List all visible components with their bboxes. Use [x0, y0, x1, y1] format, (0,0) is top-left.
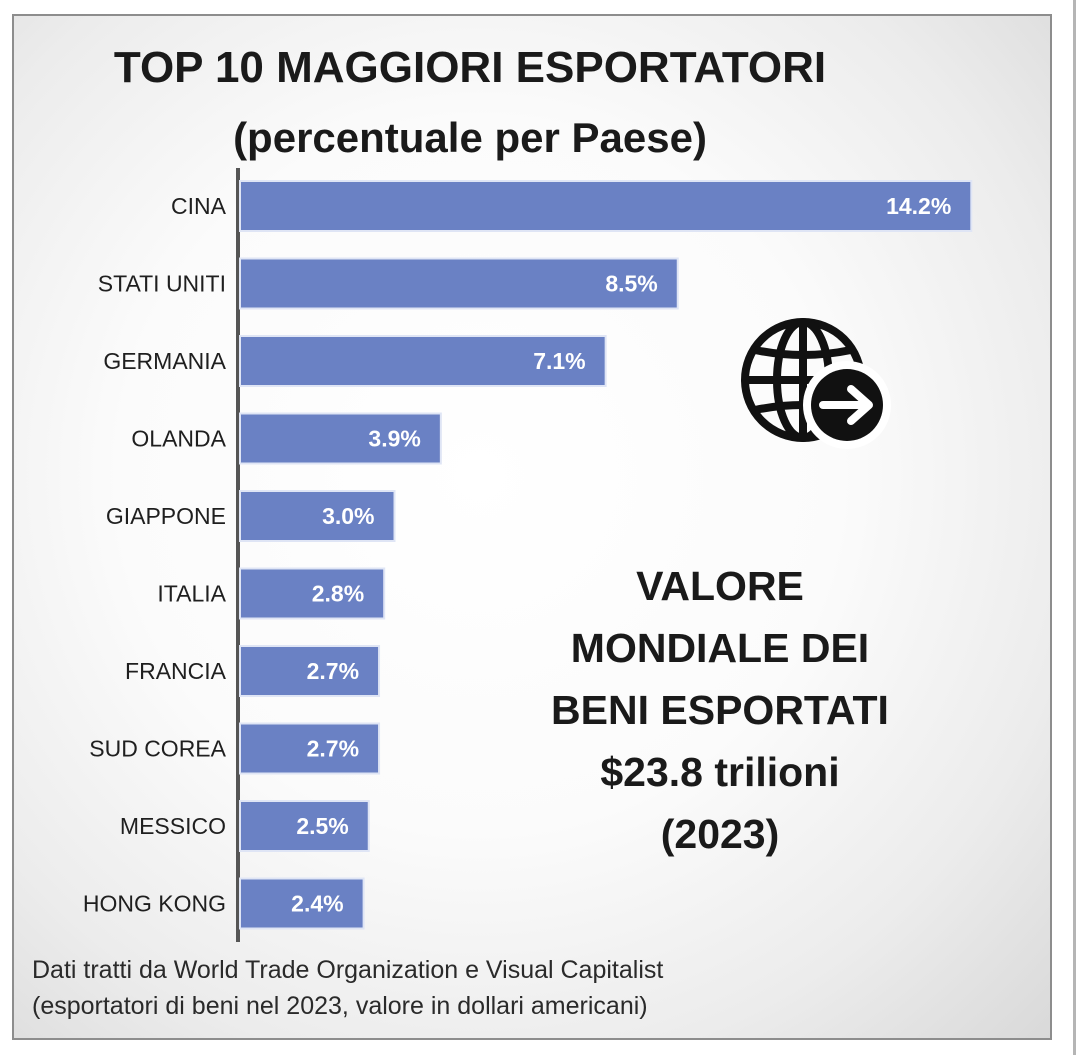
category-label: CINA — [171, 193, 227, 219]
bar — [239, 490, 396, 542]
bar — [239, 800, 370, 852]
bar — [239, 567, 386, 620]
category-label: SUD COREA — [89, 736, 226, 762]
source-line: (esportatori di beni nel 2023, valore in… — [32, 992, 648, 1020]
data-label: 3.9% — [368, 426, 420, 452]
callout-line: VALORE — [636, 563, 804, 609]
bar — [239, 257, 679, 310]
data-label: 2.7% — [307, 736, 359, 762]
source-line: Dati tratti da World Trade Organization … — [32, 956, 664, 984]
callout-value: $23.8 trilioni — [600, 749, 840, 795]
callout-line: MONDIALE DEI — [570, 625, 870, 671]
chart-subtitle: (percentuale per Paese) — [233, 114, 707, 161]
bar — [239, 645, 381, 697]
source-note: Dati tratti da World Trade Organization … — [32, 952, 932, 1024]
callout-year: (2023) — [660, 811, 780, 857]
world-export-callout: VALORE MONDIALE DEI BENI ESPORTATI $23.8… — [500, 555, 940, 865]
category-label: ITALIA — [157, 581, 226, 607]
category-label: STATI UNITI — [98, 271, 226, 297]
data-label: 2.5% — [296, 813, 348, 839]
bar — [239, 877, 365, 930]
data-label: 8.5% — [605, 271, 657, 297]
globe-arrow-icon — [741, 318, 891, 449]
chart-title: TOP 10 MAGGIORI ESPORTATORI — [113, 43, 827, 92]
bar — [239, 335, 607, 387]
category-label: HONG KONG — [83, 891, 226, 917]
category-label: OLANDA — [131, 426, 226, 452]
category-label: GERMANIA — [103, 348, 226, 374]
category-label: GIAPPONE — [106, 503, 226, 529]
data-label: 2.8% — [312, 581, 364, 607]
data-label: 2.4% — [291, 891, 343, 917]
bar — [239, 722, 381, 775]
page-divider — [1073, 0, 1076, 1055]
data-label: 2.7% — [307, 658, 359, 684]
data-label: 3.0% — [322, 503, 374, 529]
data-label: 14.2% — [886, 193, 951, 219]
data-label: 7.1% — [533, 348, 585, 374]
category-label: FRANCIA — [125, 658, 227, 684]
bar — [239, 412, 442, 465]
callout-line: BENI ESPORTATI — [551, 687, 889, 733]
bar — [239, 180, 973, 232]
category-label: MESSICO — [120, 813, 226, 839]
